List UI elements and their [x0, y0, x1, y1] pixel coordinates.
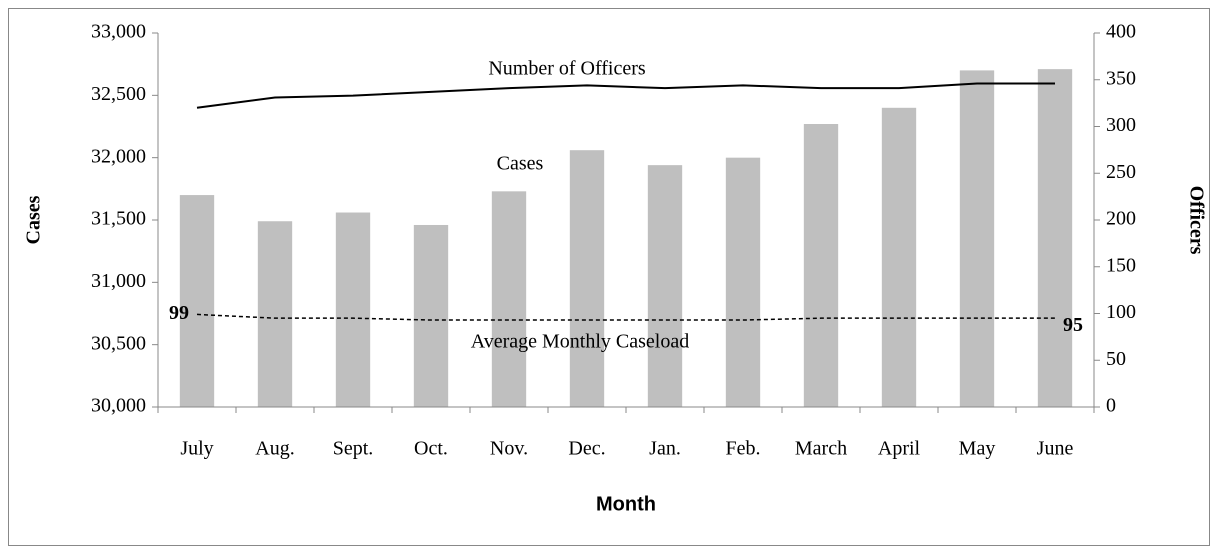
y2-tick-label: 200 — [1106, 208, 1136, 230]
y-axis-label: Cases — [23, 195, 45, 244]
y2-tick-label: 50 — [1106, 348, 1126, 370]
series-annotation: Number of Officers — [488, 58, 646, 80]
x-tick-label: Feb. — [726, 438, 761, 460]
x-tick-label: June — [1037, 438, 1074, 460]
bar — [725, 157, 761, 407]
y2-tick-label: 150 — [1106, 254, 1136, 276]
series-annotation: Cases — [497, 153, 544, 175]
y2-tick-label: 0 — [1106, 395, 1116, 417]
bar — [257, 221, 293, 407]
bar — [647, 165, 683, 407]
chart-border — [8, 8, 1210, 546]
y-tick-label: 32,500 — [91, 83, 146, 105]
series-annotation: Average Monthly Caseload — [471, 331, 689, 353]
y-tick-label: 31,500 — [91, 208, 146, 230]
y-tick-label: 33,000 — [91, 21, 146, 43]
x-tick-label: March — [795, 438, 847, 460]
x-tick-label: Dec. — [568, 438, 605, 460]
bar — [959, 70, 995, 408]
x-tick-label: Aug. — [255, 438, 294, 460]
x-tick-label: July — [180, 438, 213, 460]
bar — [179, 195, 215, 407]
bar — [413, 224, 449, 407]
x-tick-label: Oct. — [414, 438, 448, 460]
y-tick-label: 31,000 — [91, 270, 146, 292]
data-label: 99 — [169, 302, 189, 324]
bar — [881, 107, 917, 408]
bar — [803, 124, 839, 408]
bar — [335, 212, 371, 407]
y2-tick-label: 350 — [1106, 67, 1136, 89]
x-tick-label: Sept. — [333, 438, 374, 460]
y2-axis-label: Officers — [1185, 186, 1207, 255]
y-tick-label: 30,500 — [91, 332, 146, 354]
x-tick-label: May — [959, 438, 996, 460]
bar — [569, 150, 605, 408]
x-tick-label: April — [878, 438, 921, 460]
line — [196, 82, 1055, 109]
y2-tick-label: 100 — [1106, 301, 1136, 323]
y2-tick-label: 250 — [1106, 161, 1136, 183]
bar — [1037, 69, 1073, 408]
x-axis-label: Month — [596, 493, 656, 515]
x-tick-label: Jan. — [649, 438, 681, 460]
x-tick-label: Nov. — [490, 438, 528, 460]
y2-tick-label: 400 — [1106, 21, 1136, 43]
data-label: 95 — [1063, 314, 1083, 336]
y-tick-label: 30,000 — [91, 395, 146, 417]
bar — [491, 191, 527, 407]
y2-tick-label: 300 — [1106, 114, 1136, 136]
y-tick-label: 32,000 — [91, 145, 146, 167]
line — [196, 313, 1055, 321]
